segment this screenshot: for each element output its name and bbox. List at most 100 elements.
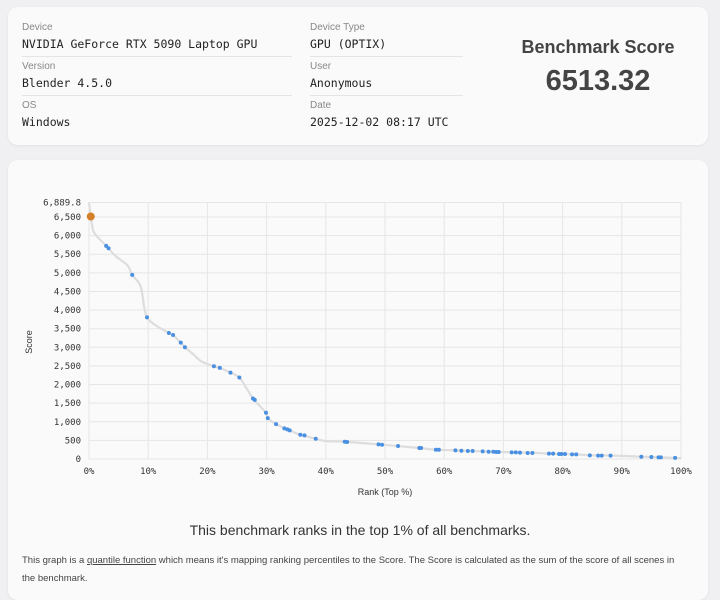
data-point: [171, 333, 176, 338]
data-point: [166, 331, 171, 336]
data-point: [106, 246, 111, 251]
quantile-chart: 0 500 1,000 1,500 2,000 2,500 3,000 3,500 4,000 4…: [24, 198, 692, 497]
x-tick-label: 80%: [554, 467, 571, 477]
y-tick-label: 2,000: [54, 381, 81, 391]
data-point: [302, 433, 307, 438]
data-point: [530, 451, 535, 456]
version-field: Version Blender 4.5.0: [22, 61, 112, 90]
data-point: [608, 453, 613, 458]
data-point: [496, 450, 501, 455]
y-tick-label: 4,500: [54, 287, 81, 297]
data-point: [419, 446, 424, 451]
data-point: [517, 450, 522, 455]
x-tick-label: 70%: [495, 467, 512, 477]
data-point: [673, 455, 678, 460]
data-point: [298, 432, 303, 437]
benchmark-score-title: Benchmark Score: [521, 37, 675, 57]
data-point: [178, 340, 183, 345]
data-point: [599, 453, 604, 458]
data-point: [274, 422, 279, 427]
data-point: [570, 452, 575, 457]
version-label: Version: [22, 61, 56, 72]
data-point: [211, 364, 216, 369]
y-tick-label: 3,000: [54, 343, 81, 353]
date-field: Date 2025-12-02 08:17 UTC: [310, 100, 448, 129]
device-type-field: Device Type GPU (OPTIX): [310, 22, 386, 51]
y-tick-label: 6,000: [54, 232, 81, 242]
data-point: [130, 272, 135, 277]
y-tick-label: 5,000: [54, 269, 81, 279]
data-point: [551, 451, 556, 456]
data-point: [480, 449, 485, 454]
version-value: Blender 4.5.0: [22, 76, 113, 90]
data-point: [562, 452, 567, 457]
divider: [22, 56, 292, 57]
data-point: [217, 365, 222, 370]
user-value: Anonymous: [310, 76, 373, 90]
data-point: [376, 442, 381, 447]
data-point: [145, 315, 150, 320]
os-field: OS Windows: [22, 100, 70, 129]
data-point: [649, 454, 654, 459]
y-tick-label: 0: [76, 455, 81, 465]
current-benchmark-point: [86, 212, 95, 221]
user-field: User Anonymous: [310, 61, 372, 90]
data-point: [459, 448, 464, 453]
device-label: Device: [22, 22, 53, 33]
x-tick-label: 30%: [258, 467, 275, 477]
date-label: Date: [310, 100, 332, 111]
x-tick-label: 100%: [670, 467, 692, 477]
divider: [22, 95, 292, 96]
x-tick-label: 0%: [84, 467, 95, 477]
benchmark-score-value: 6513.32: [545, 65, 651, 97]
data-point: [491, 449, 496, 454]
data-point: [574, 452, 579, 457]
data-point: [237, 375, 242, 380]
data-point: [453, 448, 458, 453]
data-point: [436, 447, 441, 452]
data-point: [182, 345, 187, 350]
data-point: [658, 455, 663, 460]
x-tick-label: 60%: [436, 467, 453, 477]
data-point: [252, 397, 257, 402]
y-tick-label: 6,500: [54, 213, 81, 223]
y-tick-label: 500: [65, 436, 81, 446]
data-point: [433, 447, 438, 452]
device-value: NVIDIA GeForce RTX 5090 Laptop GPU: [22, 37, 258, 51]
data-point: [470, 449, 475, 454]
y-tick-label: 6,889.8: [43, 198, 81, 208]
data-point: [509, 450, 514, 455]
desc-text: which means it's mapping ranking percent…: [22, 555, 675, 584]
device-type-label: Device Type: [310, 22, 365, 33]
desc-text: This graph is a: [22, 555, 87, 566]
data-point: [265, 416, 270, 421]
x-tick-label: 10%: [140, 467, 157, 477]
user-label: User: [310, 61, 332, 72]
device-type-value: GPU (OPTIX): [310, 37, 387, 51]
y-tick-label: 5,500: [54, 250, 81, 260]
data-point: [264, 410, 269, 415]
data-point: [596, 453, 601, 458]
divider: [310, 56, 463, 57]
y-axis-label: Score: [24, 330, 34, 354]
os-value: Windows: [22, 115, 71, 129]
divider: [310, 95, 463, 96]
chart-card: [8, 160, 708, 600]
y-tick-label: 3,500: [54, 325, 81, 335]
data-point: [228, 370, 233, 375]
date-value: 2025-12-02 08:17 UTC: [310, 115, 449, 129]
data-point: [465, 449, 470, 454]
y-tick-label: 4,000: [54, 306, 81, 316]
chart-description: This graph is a quantile function which …: [22, 552, 682, 588]
y-tick-label: 1,500: [54, 399, 81, 409]
os-label: OS: [22, 100, 37, 111]
data-point: [525, 451, 530, 456]
quantile-function-link[interactable]: quantile function: [86, 555, 157, 566]
data-point: [486, 449, 491, 454]
data-point: [587, 453, 592, 458]
x-tick-label: 40%: [318, 467, 335, 477]
data-point: [345, 440, 350, 445]
benchmark-info-card: Device NVIDIA GeForce RTX 5090 Laptop GP…: [8, 7, 708, 145]
rank-summary: This benchmark ranks in the top 1% of al…: [189, 522, 531, 538]
data-point: [380, 442, 385, 447]
